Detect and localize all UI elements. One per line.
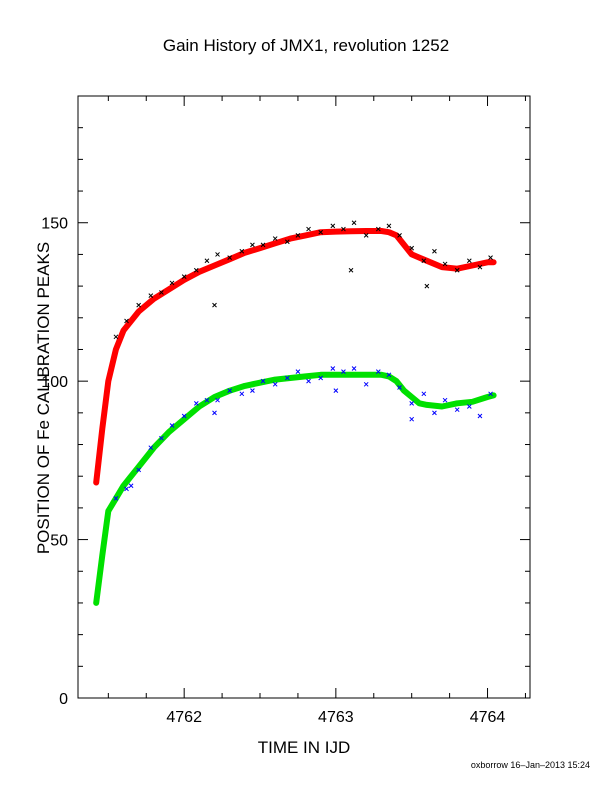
data-point — [386, 372, 392, 378]
y-tick-label: 50 — [50, 533, 68, 550]
series-2 — [93, 371, 497, 606]
data-point — [363, 381, 369, 387]
data-point — [424, 283, 430, 289]
data-point — [128, 483, 134, 489]
data-point — [159, 435, 164, 441]
data-point — [318, 229, 324, 235]
x-tick-label: 4763 — [318, 709, 354, 726]
data-point — [148, 445, 154, 451]
data-point — [330, 223, 336, 229]
data-point — [442, 261, 448, 267]
axes-group: 0 50 100 150 4762 4763 4764 — [41, 95, 530, 726]
data-point — [215, 252, 220, 257]
data-point — [250, 242, 255, 248]
data-point — [169, 423, 175, 428]
data-point — [124, 486, 129, 492]
data-point — [409, 245, 415, 251]
series-3 — [113, 366, 493, 501]
data-point — [333, 388, 339, 394]
y-tick-label: 100 — [41, 374, 68, 391]
data-point — [363, 233, 369, 238]
data-point — [113, 496, 119, 501]
data-point — [477, 413, 483, 419]
y-tick-label: 150 — [41, 216, 68, 233]
data-point — [227, 388, 233, 394]
data-point — [239, 391, 245, 397]
data-point — [409, 416, 415, 422]
data-point — [432, 248, 437, 254]
y-tick-label: 0 — [59, 691, 68, 708]
series-1 — [113, 220, 493, 340]
data-point — [375, 226, 381, 232]
data-point — [260, 378, 266, 384]
data-point — [212, 302, 217, 308]
data-point — [409, 400, 415, 406]
data-point — [272, 236, 278, 241]
x-tick-label: 4762 — [166, 709, 202, 726]
data-point — [421, 391, 427, 397]
data-point — [204, 397, 210, 403]
data-point — [295, 233, 301, 238]
data-point — [432, 410, 437, 416]
data-point — [330, 366, 336, 371]
series-group — [93, 220, 497, 606]
data-point — [488, 255, 493, 260]
series-line — [93, 371, 497, 606]
chart-title: Gain History of JMX1, revolution 1252 — [162, 36, 450, 55]
data-point — [348, 267, 354, 273]
data-point — [306, 226, 311, 232]
data-point — [250, 388, 255, 394]
data-point — [136, 302, 142, 308]
data-point — [113, 334, 119, 340]
data-point — [341, 226, 346, 232]
data-point — [284, 375, 290, 381]
data-point — [124, 318, 129, 324]
data-point — [442, 397, 448, 403]
data-point — [477, 264, 483, 270]
data-point — [386, 223, 392, 229]
data-point — [466, 404, 472, 409]
data-point — [466, 258, 472, 264]
footer-credit: oxborrow 16–Jan–2013 15:24 — [470, 760, 590, 770]
data-point — [181, 413, 187, 419]
data-point — [193, 400, 199, 406]
data-point — [136, 467, 142, 473]
data-point — [341, 369, 346, 375]
data-point — [284, 239, 290, 245]
data-point — [454, 407, 460, 413]
data-point — [397, 233, 402, 238]
data-point — [227, 255, 233, 260]
data-point — [193, 267, 199, 273]
data-point — [169, 280, 175, 286]
x-axis-label: TIME IN IJD — [257, 738, 351, 757]
data-point — [181, 274, 187, 279]
data-point — [421, 258, 427, 264]
data-point — [204, 258, 210, 264]
data-point — [295, 369, 301, 375]
data-point — [375, 369, 381, 375]
data-point — [260, 242, 266, 248]
x-tick-label: 4764 — [470, 709, 506, 726]
data-point — [272, 381, 278, 387]
data-point — [159, 290, 164, 295]
data-point — [239, 248, 245, 254]
data-point — [454, 267, 460, 273]
data-point — [488, 391, 493, 397]
data-point — [212, 410, 217, 416]
data-point — [318, 375, 324, 381]
data-point — [306, 378, 311, 384]
data-point — [397, 385, 402, 390]
data-point — [148, 293, 154, 298]
data-point — [351, 220, 357, 226]
data-point — [351, 366, 357, 371]
plot-frame — [77, 95, 531, 699]
data-point — [215, 397, 220, 403]
